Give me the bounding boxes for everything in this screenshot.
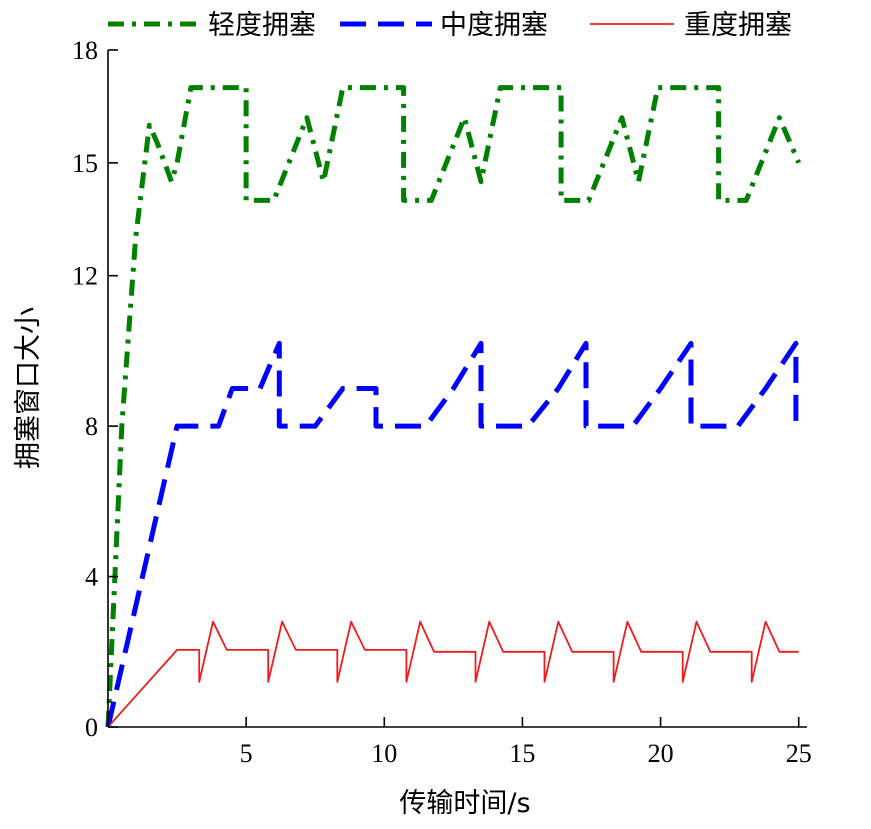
x-ticks: 5 10 15 20 25	[240, 717, 812, 768]
series-layer	[105, 85, 801, 728]
x-axis-title: 传输时间/s	[399, 788, 530, 819]
legend-label-severe: 重度拥塞	[684, 10, 792, 41]
x-tick-label: 25	[786, 739, 812, 768]
y-tick-label: 4	[85, 563, 98, 592]
y-tick-label: 12	[72, 262, 98, 291]
legend-label-moderate: 中度拥塞	[440, 10, 548, 41]
y-tick-label: 18	[72, 36, 98, 65]
legend: 轻度拥塞 中度拥塞 重度拥塞	[108, 10, 792, 41]
x-tick-label: 15	[509, 739, 535, 768]
series-line-severe	[107, 620, 799, 728]
x-tick-label: 5	[240, 739, 253, 768]
series-line-moderate	[105, 340, 799, 728]
y-tick-label: 15	[72, 149, 98, 178]
x-tick-label: 10	[371, 739, 397, 768]
series-line-mild	[105, 85, 801, 728]
y-ticks: 0 4 8 12 15 18	[72, 36, 118, 742]
y-tick-label: 0	[85, 713, 98, 742]
x-tick-label: 20	[648, 739, 674, 768]
y-tick-label: 8	[85, 412, 98, 441]
y-axis-title: 拥塞窗口大小	[13, 307, 44, 469]
legend-label-mild: 轻度拥塞	[208, 10, 316, 41]
